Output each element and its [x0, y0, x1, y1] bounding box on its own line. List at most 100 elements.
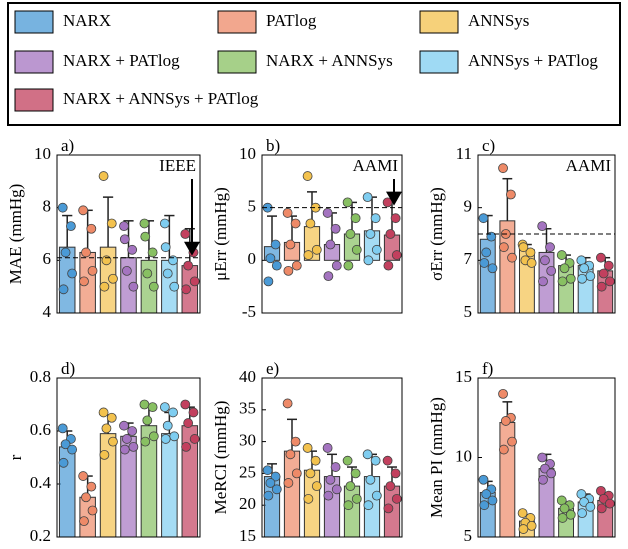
plot-frame — [261, 377, 403, 538]
data-point — [60, 439, 71, 450]
data-point — [351, 244, 362, 255]
data-point — [565, 509, 576, 520]
data-point — [325, 474, 336, 485]
data-point — [362, 192, 373, 203]
y-tick-label: 25 — [239, 462, 256, 481]
y-tick-label: 11 — [456, 144, 472, 163]
data-point — [162, 420, 173, 431]
data-point — [565, 273, 576, 284]
data-point — [559, 263, 570, 274]
data-point — [169, 281, 180, 292]
data-point — [263, 276, 274, 287]
data-point — [557, 276, 568, 287]
data-point — [540, 255, 550, 266]
panel-label: f) — [482, 359, 493, 378]
data-point — [169, 431, 180, 442]
data-point — [556, 250, 567, 260]
data-point — [546, 265, 557, 276]
bar — [161, 433, 178, 538]
error-bar — [502, 177, 513, 221]
data-point — [391, 493, 402, 504]
data-point — [517, 508, 528, 519]
data-point — [139, 399, 150, 410]
data-point — [263, 490, 274, 501]
y-tick-label: 5 — [464, 526, 473, 545]
data-point — [162, 268, 173, 279]
y-tick-label: 0.2 — [30, 526, 51, 545]
data-point — [290, 218, 301, 229]
data-point — [507, 252, 517, 263]
data-point — [81, 247, 91, 258]
data-point — [285, 239, 296, 250]
legend-label: NARX — [63, 11, 111, 30]
data-point — [537, 221, 548, 232]
data-point — [500, 416, 511, 426]
data-point — [579, 263, 589, 274]
data-point — [119, 444, 130, 455]
data-point — [271, 260, 282, 271]
data-point — [188, 407, 199, 418]
data-point — [363, 255, 374, 266]
data-point — [265, 253, 276, 264]
legend-swatch — [14, 88, 54, 112]
y-axis-label: MAE (mmHg) — [6, 184, 25, 285]
data-point — [142, 268, 153, 279]
y-tick-label: 15 — [455, 367, 472, 386]
data-point — [325, 239, 336, 250]
data-point — [108, 273, 118, 284]
y-axis-label: MeRCI (mmHg) — [211, 401, 230, 515]
bar — [303, 469, 321, 538]
panel-label: b) — [266, 136, 280, 155]
data-point — [303, 250, 314, 260]
data-point — [331, 484, 342, 495]
bar — [343, 485, 361, 538]
y-tick-label: 40 — [239, 367, 256, 386]
data-point — [596, 252, 606, 263]
y-tick-label: 8 — [43, 197, 52, 216]
panel-label: c) — [482, 136, 495, 155]
data-point — [168, 255, 178, 266]
y-tick-label: -5 — [242, 302, 256, 321]
data-point — [330, 462, 341, 472]
data-point — [342, 455, 353, 466]
bar — [99, 433, 117, 538]
data-point — [370, 455, 381, 466]
data-point — [67, 444, 78, 455]
plot-frame — [56, 377, 201, 538]
data-point — [189, 276, 200, 287]
y-tick-label: 7 — [464, 249, 473, 268]
data-point — [302, 171, 313, 181]
data-point — [342, 197, 353, 208]
plot-frame — [261, 154, 403, 314]
data-point — [106, 412, 117, 423]
data-point — [101, 255, 112, 266]
data-point — [265, 478, 276, 488]
data-point — [390, 213, 401, 224]
data-point — [86, 481, 97, 492]
panel-label: a) — [61, 136, 74, 155]
data-point — [98, 171, 109, 181]
data-point — [331, 260, 342, 271]
reference-label: AAMI — [353, 156, 399, 175]
data-point — [311, 481, 322, 492]
data-point — [140, 436, 151, 447]
panel-label: e) — [266, 359, 279, 378]
data-point — [57, 202, 68, 213]
data-point — [87, 265, 98, 276]
data-point — [285, 449, 296, 460]
data-point — [305, 468, 316, 479]
legend-swatch — [217, 50, 257, 74]
data-point — [291, 260, 302, 271]
data-point — [498, 163, 508, 174]
data-point — [65, 221, 76, 232]
legend-label: NARX + PATlog — [63, 51, 180, 70]
data-point — [390, 468, 401, 479]
data-point — [371, 490, 382, 501]
y-axis-label: r — [6, 454, 25, 460]
data-point — [518, 242, 529, 253]
data-point — [139, 218, 150, 229]
data-point — [119, 234, 130, 245]
data-point — [311, 244, 322, 255]
data-point — [67, 268, 78, 279]
y-axis-label: μErr (mmHg) — [211, 187, 230, 281]
